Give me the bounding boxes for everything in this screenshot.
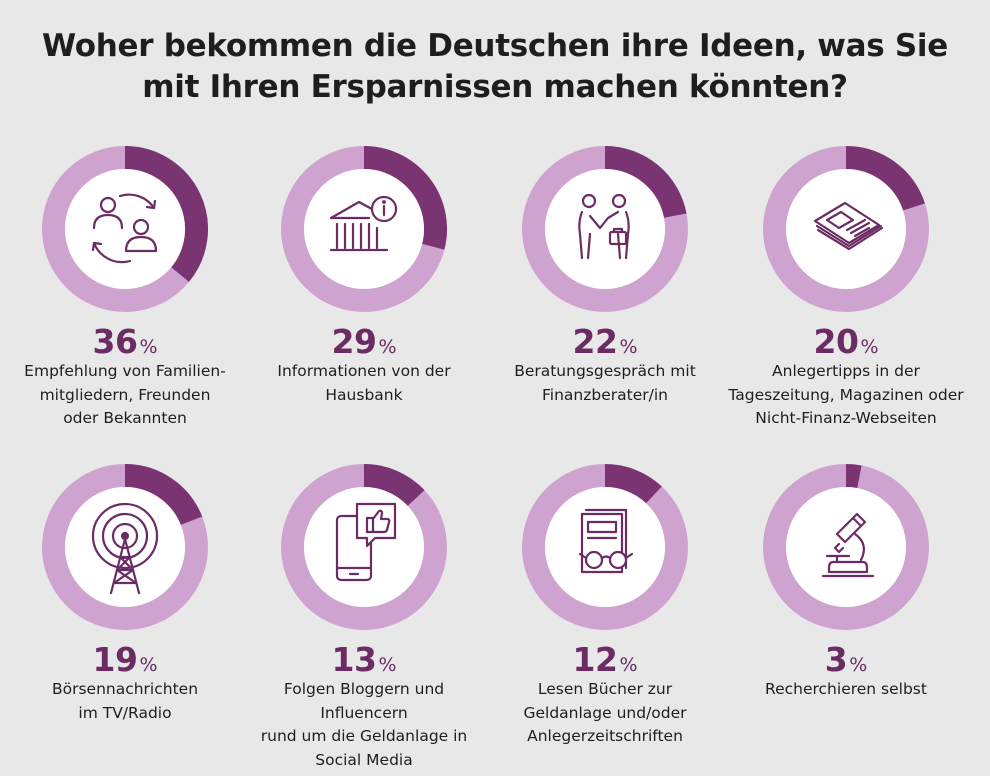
category-label: Beratungsgespräch mit Finanzberater/in <box>485 360 725 407</box>
value-unit: % <box>619 654 638 676</box>
donut-value-arc <box>363 146 447 250</box>
category-label: Lesen Bücher zur Geldanlage und/oder Anl… <box>485 678 725 749</box>
value-number: 3 <box>824 640 848 679</box>
category-label: Recherchieren selbst <box>726 678 966 702</box>
label-line: Anlegerzeitschriften <box>527 727 683 745</box>
value-label: 19% <box>5 640 245 679</box>
donut-value-arc <box>363 464 425 507</box>
label-line: Anlegertipps in der <box>772 362 920 380</box>
value-label: 36% <box>5 322 245 361</box>
value-number: 29 <box>331 322 377 361</box>
donut-center <box>786 169 906 289</box>
value-unit: % <box>139 336 158 358</box>
value-unit: % <box>378 336 397 358</box>
label-line: Folgen Bloggern und Influencern <box>283 680 445 722</box>
donut-center <box>65 169 185 289</box>
donut-chart <box>522 464 688 630</box>
label-line: Börsennachrichten <box>51 680 199 698</box>
broadcast-tower-icon <box>91 502 159 595</box>
donut-value-arc <box>124 464 203 526</box>
donut-chart <box>42 464 208 630</box>
label-line: rund um die Geldanlage in <box>260 727 468 745</box>
label-line: Hausbank <box>325 385 403 404</box>
donut-value-arc <box>604 146 687 219</box>
page-title: Woher bekommen die Deutschen ihre Ideen,… <box>0 26 990 108</box>
category-label: Börsennachrichten im TV/Radio <box>5 678 245 725</box>
microscope-icon <box>821 512 875 578</box>
value-label: 12% <box>485 640 725 679</box>
label-line: Recherchieren selbst <box>765 680 927 698</box>
value-number: 19 <box>92 640 138 679</box>
value-number: 36 <box>92 322 138 361</box>
book-glasses-icon <box>578 508 634 574</box>
label-line: Lesen Bücher zur <box>537 680 673 698</box>
label-line: oder Bekannten <box>63 409 187 427</box>
value-label: 3% <box>726 640 966 679</box>
donut-chart <box>281 464 447 630</box>
value-unit: % <box>849 654 868 676</box>
value-number: 22 <box>572 322 618 361</box>
donut-chart <box>763 464 929 630</box>
donut-chart <box>522 146 688 312</box>
value-label: 22% <box>485 322 725 361</box>
label-line: Tageszeitung, Magazinen oder <box>728 385 964 404</box>
label-line: Nicht-Finanz-Webseiten <box>755 409 937 427</box>
donut-chart <box>42 146 208 312</box>
category-label: Anlegertipps in der Tageszeitung, Magazi… <box>726 360 966 431</box>
value-number: 13 <box>331 640 377 679</box>
donut-value-arc <box>604 464 662 504</box>
label-line: im TV/Radio <box>78 703 172 722</box>
value-label: 20% <box>726 322 966 361</box>
value-unit: % <box>139 654 158 676</box>
donut-value-arc <box>845 146 925 211</box>
donut-chart <box>763 146 929 312</box>
value-unit: % <box>619 336 638 358</box>
label-line: Social Media <box>315 750 413 769</box>
newspaper-icon <box>813 201 884 251</box>
handshake-icon <box>578 193 630 260</box>
category-label: Informationen von der Hausbank <box>244 360 484 407</box>
category-label: Empfehlung von Familien- mitgliedern, Fr… <box>5 360 245 431</box>
donut-center <box>545 487 665 607</box>
donut-value-arc <box>124 146 208 282</box>
title-line-2: mit Ihren Ersparnissen machen könnten? <box>142 69 848 105</box>
value-label: 13% <box>244 640 484 679</box>
value-label: 29% <box>244 322 484 361</box>
value-number: 20 <box>813 322 859 361</box>
family-exchange-icon <box>91 193 158 264</box>
donut-center <box>786 487 906 607</box>
label-line: Finanzberater/in <box>542 385 668 404</box>
bank-info-icon <box>329 195 398 252</box>
label-line: Informationen von der <box>277 362 451 380</box>
donut-value-arc <box>845 464 862 489</box>
value-number: 12 <box>572 640 618 679</box>
smartphone-like-icon <box>335 502 397 582</box>
label-line: Geldanlage und/oder <box>523 703 687 722</box>
label-line: Empfehlung von Familien- <box>24 362 226 380</box>
label-line: Beratungsgespräch mit <box>514 362 696 380</box>
value-unit: % <box>378 654 397 676</box>
value-unit: % <box>860 336 879 358</box>
donut-center <box>304 169 424 289</box>
donut-chart <box>281 146 447 312</box>
label-line: mitgliedern, Freunden <box>39 385 211 404</box>
title-line-1: Woher bekommen die Deutschen ihre Ideen,… <box>41 28 948 64</box>
category-label: Folgen Bloggern und Influencern rund um … <box>244 678 484 772</box>
donut-center <box>545 169 665 289</box>
